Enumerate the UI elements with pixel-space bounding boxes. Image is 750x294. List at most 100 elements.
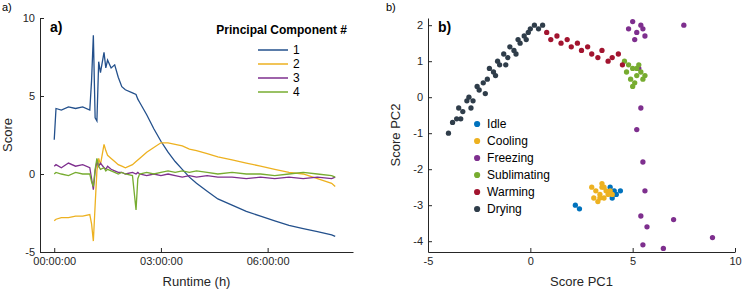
tick-mark: [735, 248, 736, 252]
tick-label: 5: [630, 255, 636, 267]
point: [632, 37, 637, 42]
series-points: [446, 23, 545, 136]
legend-swatch: [258, 91, 288, 93]
point: [710, 235, 715, 240]
tick-mark: [161, 248, 162, 252]
tick-mark: [268, 248, 269, 252]
point: [618, 188, 623, 193]
series-points: [544, 30, 625, 68]
tick-mark: [530, 248, 531, 252]
point: [681, 23, 686, 28]
tick: -4: [413, 235, 432, 247]
point: [446, 131, 451, 136]
point: [548, 37, 553, 42]
point: [524, 37, 529, 42]
legend-item: Drying: [474, 202, 522, 216]
point: [661, 246, 666, 251]
x-axis-title: Score PC1: [550, 274, 613, 289]
point: [601, 185, 606, 190]
tick-mark: [40, 174, 44, 175]
point: [485, 77, 490, 82]
tick: 03:00:00: [140, 248, 183, 267]
tick-mark: [428, 241, 432, 242]
point: [487, 66, 492, 71]
point: [505, 55, 510, 60]
tick: 06:00:00: [247, 248, 290, 267]
point: [458, 116, 463, 121]
point: [466, 95, 471, 100]
data-marks: [446, 19, 715, 251]
series-line: [54, 143, 335, 241]
point: [477, 87, 482, 92]
point: [605, 59, 610, 64]
point: [610, 55, 615, 60]
tick-mark: [428, 97, 432, 98]
point: [642, 33, 647, 38]
tick-mark: [428, 25, 432, 26]
tick-mark: [40, 96, 44, 97]
point: [634, 73, 639, 78]
tick-label: -5: [424, 255, 434, 267]
point: [628, 77, 633, 82]
tick: 1: [417, 55, 432, 67]
point: [671, 217, 676, 222]
chart-title: a): [50, 19, 62, 35]
tick-label: 03:00:00: [140, 255, 183, 267]
point: [591, 195, 596, 200]
point: [599, 48, 604, 53]
x-axis-title: Runtime (h): [163, 274, 231, 289]
tick-label: 06:00:00: [247, 255, 290, 267]
axis-line: [428, 19, 429, 253]
tick: 00:00:00: [33, 248, 76, 267]
tick-label: -4: [413, 235, 423, 247]
point: [528, 26, 533, 31]
tick: 0: [417, 91, 432, 103]
tick: 10: [729, 248, 741, 267]
y-axis: -4-3-2-1012: [413, 19, 432, 253]
series-points: [626, 19, 715, 251]
point: [626, 26, 631, 31]
tick-mark: [428, 61, 432, 62]
point: [634, 30, 639, 35]
figure: a)00:00:0003:00:0006:00:00-50510a)Runtim…: [0, 0, 750, 294]
legend-swatch: [474, 138, 480, 144]
tick-mark: [54, 248, 55, 252]
y-axis: -50510: [23, 12, 44, 258]
axis-line: [429, 252, 736, 253]
tick-label: 0: [417, 91, 423, 103]
tick-label: -5: [25, 246, 35, 258]
point: [630, 19, 635, 24]
legend-label: 3: [293, 71, 300, 85]
point: [593, 188, 598, 193]
legend-item: 2: [258, 57, 300, 71]
point: [634, 66, 639, 71]
legend-item: Idle: [474, 117, 507, 131]
point: [626, 62, 631, 67]
point: [569, 44, 574, 49]
point: [579, 48, 584, 53]
legend-item: Cooling: [474, 134, 528, 148]
point: [595, 55, 600, 60]
y-axis-title: Score PC2: [388, 104, 403, 167]
legend-label: 4: [293, 85, 300, 99]
legend-swatch: [258, 77, 288, 79]
tick-label: 2: [417, 19, 423, 31]
legend-swatch: [474, 206, 480, 212]
point: [460, 109, 465, 114]
point: [517, 41, 522, 46]
tick-mark: [428, 205, 432, 206]
point: [638, 69, 643, 74]
legend-swatch: [258, 63, 288, 65]
data-marks: [54, 35, 335, 241]
series-points: [589, 181, 615, 204]
tick-label: 10: [23, 12, 35, 24]
series-line: [54, 35, 335, 236]
axis-line: [40, 19, 41, 253]
tick-label: 10: [729, 255, 741, 267]
series-points: [573, 185, 623, 212]
legend-swatch: [474, 121, 480, 127]
point: [513, 51, 518, 56]
point: [470, 98, 475, 103]
point: [577, 206, 582, 211]
tick: 0: [29, 168, 44, 180]
